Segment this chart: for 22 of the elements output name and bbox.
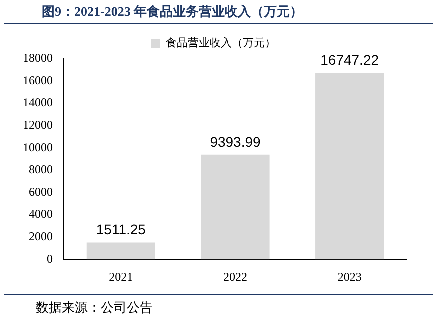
data-label: 9393.99 [210, 134, 262, 150]
y-tick-label: 8000 [29, 162, 53, 177]
y-tick-label: 12000 [23, 118, 53, 132]
data-label: 1511.25 [96, 222, 146, 238]
x-tick-label: 2022 [224, 270, 248, 284]
y-tick-label: 2000 [29, 229, 53, 244]
x-tick-label: 2021 [109, 270, 134, 284]
bar [86, 242, 156, 260]
y-tick-label: 0 [47, 252, 53, 266]
bar [201, 154, 270, 260]
y-tick-label: 14000 [23, 96, 53, 110]
y-tick-label: 10000 [23, 140, 53, 154]
y-tick-label: 4000 [29, 207, 53, 222]
data-label: 16747.22 [320, 52, 380, 68]
y-tick-label: 6000 [29, 184, 53, 199]
y-tick-label: 16000 [23, 73, 53, 88]
y-tick-label: 18000 [23, 51, 53, 66]
legend-label: 食品营业收入（万元） [166, 36, 276, 50]
x-tick-label: 2023 [338, 270, 362, 284]
bar [316, 72, 384, 260]
chart-title: 图9：2021-2023 年食品业务营业收入（万元） [4, 0, 433, 24]
source-note: 数据来源：公司公告 [4, 294, 433, 317]
